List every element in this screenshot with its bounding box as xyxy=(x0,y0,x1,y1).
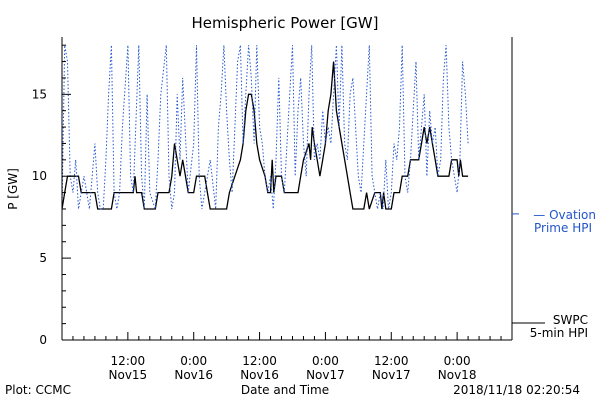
y-tick-label: 0 xyxy=(39,333,47,347)
series-layer xyxy=(62,45,469,210)
x-tick-date-label: Nov15 xyxy=(109,368,148,382)
x-tick-date-label: Nov17 xyxy=(306,368,345,382)
y-tick-label: 15 xyxy=(32,87,47,101)
x-tick-date-label: Nov16 xyxy=(174,368,213,382)
x-tick-time-label: 12:00 xyxy=(374,354,409,368)
legend-label-ovation-line2: Prime HPI xyxy=(534,221,592,235)
x-tick-date-label: Nov18 xyxy=(438,368,477,382)
x-tick-time-label: 12:00 xyxy=(242,354,277,368)
plot-credit: Plot: CCMC xyxy=(5,383,71,397)
x-tick-time-label: 12:00 xyxy=(111,354,146,368)
plot-timestamp: 2018/11/18 02:20:54 xyxy=(453,383,580,397)
y-axis-label: P [GW] xyxy=(6,168,20,210)
legend-label-swpc-line1: SWPC xyxy=(553,313,588,327)
y-tick-label: 5 xyxy=(39,251,47,265)
y-tick-label: 10 xyxy=(32,169,47,183)
x-tick-time-label: 0:00 xyxy=(312,354,339,368)
x-tick-time-label: 0:00 xyxy=(444,354,471,368)
chart-title: Hemispheric Power [GW] xyxy=(192,14,379,32)
series-line-ovation-prime-hpi xyxy=(62,45,469,210)
legend-label-swpc-line2: 5-min HPI xyxy=(530,326,588,340)
series-line-swpc-hpi xyxy=(62,61,469,210)
x-tick-date-label: Nov17 xyxy=(372,368,411,382)
x-tick-date-label: Nov16 xyxy=(240,368,279,382)
axes-layer: 05101512:00Nov150:00Nov1612:00Nov160:00N… xyxy=(32,37,513,382)
legend-label-ovation-line1: — Ovation xyxy=(533,208,596,222)
x-tick-time-label: 0:00 xyxy=(180,354,207,368)
x-axis-label: Date and Time xyxy=(241,383,329,397)
